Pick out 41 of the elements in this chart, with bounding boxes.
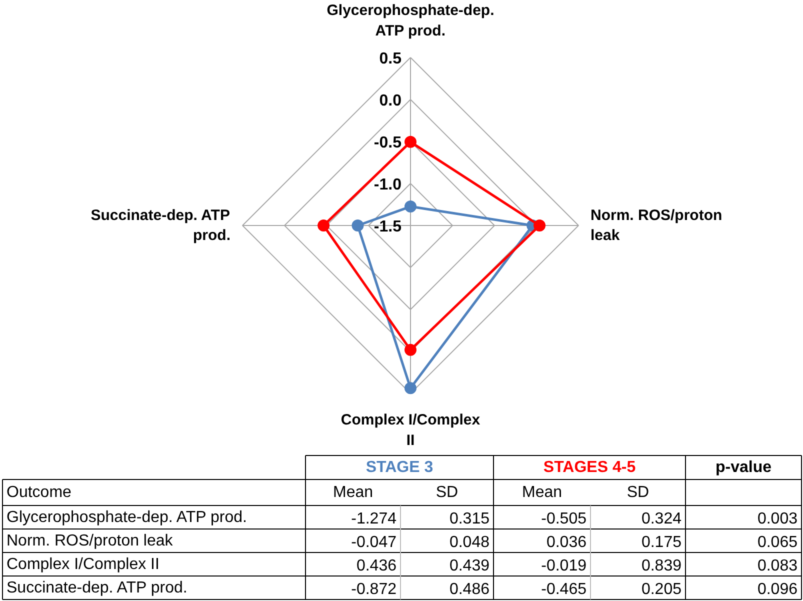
text: -0.872 bbox=[351, 580, 397, 598]
text: -0.465 bbox=[541, 580, 587, 598]
y-tick-label: 0.0 bbox=[379, 92, 402, 110]
text: SD bbox=[626, 484, 650, 501]
category-label: Norm. ROS/proton leak bbox=[6, 532, 173, 550]
text: Outcome bbox=[6, 484, 72, 501]
text: 0.048 bbox=[449, 534, 490, 551]
y-tick-label: -0.5 bbox=[374, 134, 402, 152]
category-label: Complex I/Complex II bbox=[6, 556, 160, 573]
text: STAGE 3 bbox=[366, 459, 434, 476]
text: 0.003 bbox=[757, 510, 798, 528]
text: 0.439 bbox=[449, 557, 490, 574]
y-tick-label: 0.5 bbox=[379, 50, 402, 68]
text: -0.019 bbox=[541, 557, 587, 574]
spoke-label: Succinate-dep. ATP prod. bbox=[90, 206, 231, 244]
text: 0.839 bbox=[641, 557, 682, 574]
text: 0.436 bbox=[356, 557, 397, 574]
text: -1.274 bbox=[351, 510, 397, 528]
text: p-value bbox=[715, 459, 772, 476]
text: 0.486 bbox=[449, 580, 490, 598]
category-label: Glycerophosphate-dep. ATP prod. bbox=[6, 508, 247, 526]
text: 0.315 bbox=[449, 510, 490, 528]
text: Mean bbox=[332, 484, 374, 501]
spoke-label: Norm. ROS/proton leak bbox=[590, 206, 722, 244]
text: 0.175 bbox=[641, 534, 682, 551]
text: SD bbox=[436, 484, 458, 501]
text: 0.324 bbox=[641, 510, 682, 528]
text: -0.505 bbox=[541, 510, 587, 528]
text: STAGES 4-5 bbox=[543, 459, 636, 476]
text: 0.096 bbox=[757, 580, 798, 598]
y-tick-label: -1.0 bbox=[374, 176, 402, 194]
category-label: Succinate-dep. ATP prod. bbox=[6, 579, 188, 596]
text: 0.083 bbox=[757, 557, 798, 574]
text: 0.205 bbox=[641, 580, 682, 598]
text: 0.036 bbox=[546, 534, 587, 551]
text: Mean bbox=[522, 484, 562, 501]
text: 0.065 bbox=[757, 534, 798, 551]
spoke-label: Complex I/Complex II bbox=[340, 412, 481, 449]
spoke-label: Glycerophosphate-dep. ATP prod. bbox=[326, 2, 494, 40]
y-tick-label: -1.5 bbox=[374, 218, 402, 236]
text: -0.047 bbox=[351, 534, 397, 551]
